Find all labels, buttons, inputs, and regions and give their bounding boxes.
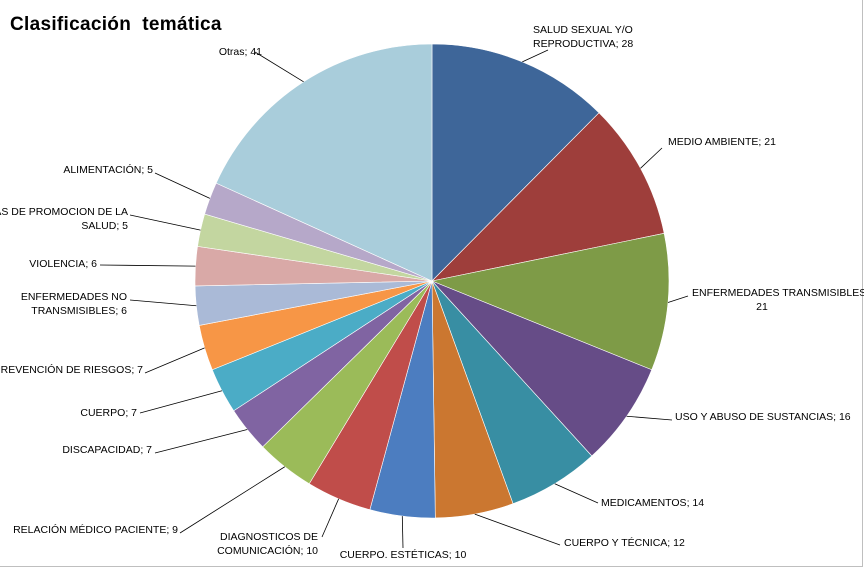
slice-label-cuerpo-y-tecnica: CUERPO Y TÉCNICA; 12: [564, 536, 685, 549]
leader-line-cuerpo: [139, 390, 223, 414]
slice-label-prevencion-de-riesgos: PREVENCIÓN DE RIESGOS; 7: [0, 363, 143, 376]
leader-line-uso-y-abuso-de-sustancias: [626, 415, 673, 421]
leader-line-diagnosticos-de-comunicacion: [321, 498, 340, 538]
slice-label-discapacidad: DISCAPACIDAD; 7: [62, 444, 152, 456]
leader-line-prevencion-de-riesgos: [144, 347, 205, 374]
slice-label-alimentacion: ALIMENTACIÓN; 5: [63, 163, 153, 176]
slice-label-uso-y-abuso-de-sustancias: USO Y ABUSO DE SUSTANCIAS; 16: [675, 411, 851, 423]
slice-label-cuerpo: CUERPO; 7: [80, 407, 137, 419]
leader-line-tecnicas-de-promocion-de-la-salud: [129, 214, 201, 231]
leader-line-discapacidad: [154, 429, 248, 454]
leader-line-medio-ambiente: [640, 147, 663, 169]
leader-line-cuerpo-y-tecnica: [474, 513, 561, 546]
slice-label-enfermedades-transmisibles: ENFERMEDADES TRANSMISIBLES; 21: [692, 287, 864, 313]
slice-label-salud-sexual-y-o-reproductiva: SALUD SEXUAL Y/O REPRODUCTIVA; 28: [533, 24, 633, 50]
leader-line-medicamentos: [554, 483, 599, 504]
leader-line-relacion-medico-paciente: [179, 466, 286, 534]
pie-slice-medio-ambiente: [431, 112, 665, 282]
leader-line-otras: [254, 51, 304, 83]
slice-label-diagnosticos-de-comunicacion: DIAGNOSTICOS DE COMUNICACIÓN; 10: [217, 531, 318, 557]
slice-label-medio-ambiente: MEDIO AMBIENTE; 21: [668, 136, 776, 148]
slice-label-enfermedades-no-transmisibles: ENFERMEDADES NO TRANSMISIBLES; 6: [21, 291, 127, 317]
pie-slice-salud-sexual-y-o-reproductiva: [431, 43, 600, 282]
pie-slice-enfermedades-transmisibles: [430, 232, 670, 371]
chart-title: Clasificación temática: [10, 14, 222, 35]
leader-line-cuerpo-esteticas: [401, 516, 404, 549]
slice-label-cuerpo-esteticas: CUERPO. ESTÉTICAS; 10: [340, 548, 467, 561]
leader-line-alimentacion: [154, 172, 211, 199]
slice-label-violencia: VIOLENCIA; 6: [29, 258, 97, 270]
leader-line-enfermedades-transmisibles: [667, 295, 689, 303]
slice-label-medicamentos: MEDICAMENTOS; 14: [601, 497, 704, 509]
pie-slice-uso-y-abuso-de-sustancias: [431, 280, 653, 457]
slice-label-relacion-medico-paciente: RELACIÓN MÉDICO PACIENTE; 9: [13, 523, 178, 536]
leader-line-enfermedades-no-transmisibles: [129, 299, 197, 307]
slice-label-otras: Otras; 41: [219, 46, 262, 58]
leader-line-salud-sexual-y-o-reproductiva: [522, 49, 549, 63]
leader-line-violencia: [99, 264, 196, 267]
